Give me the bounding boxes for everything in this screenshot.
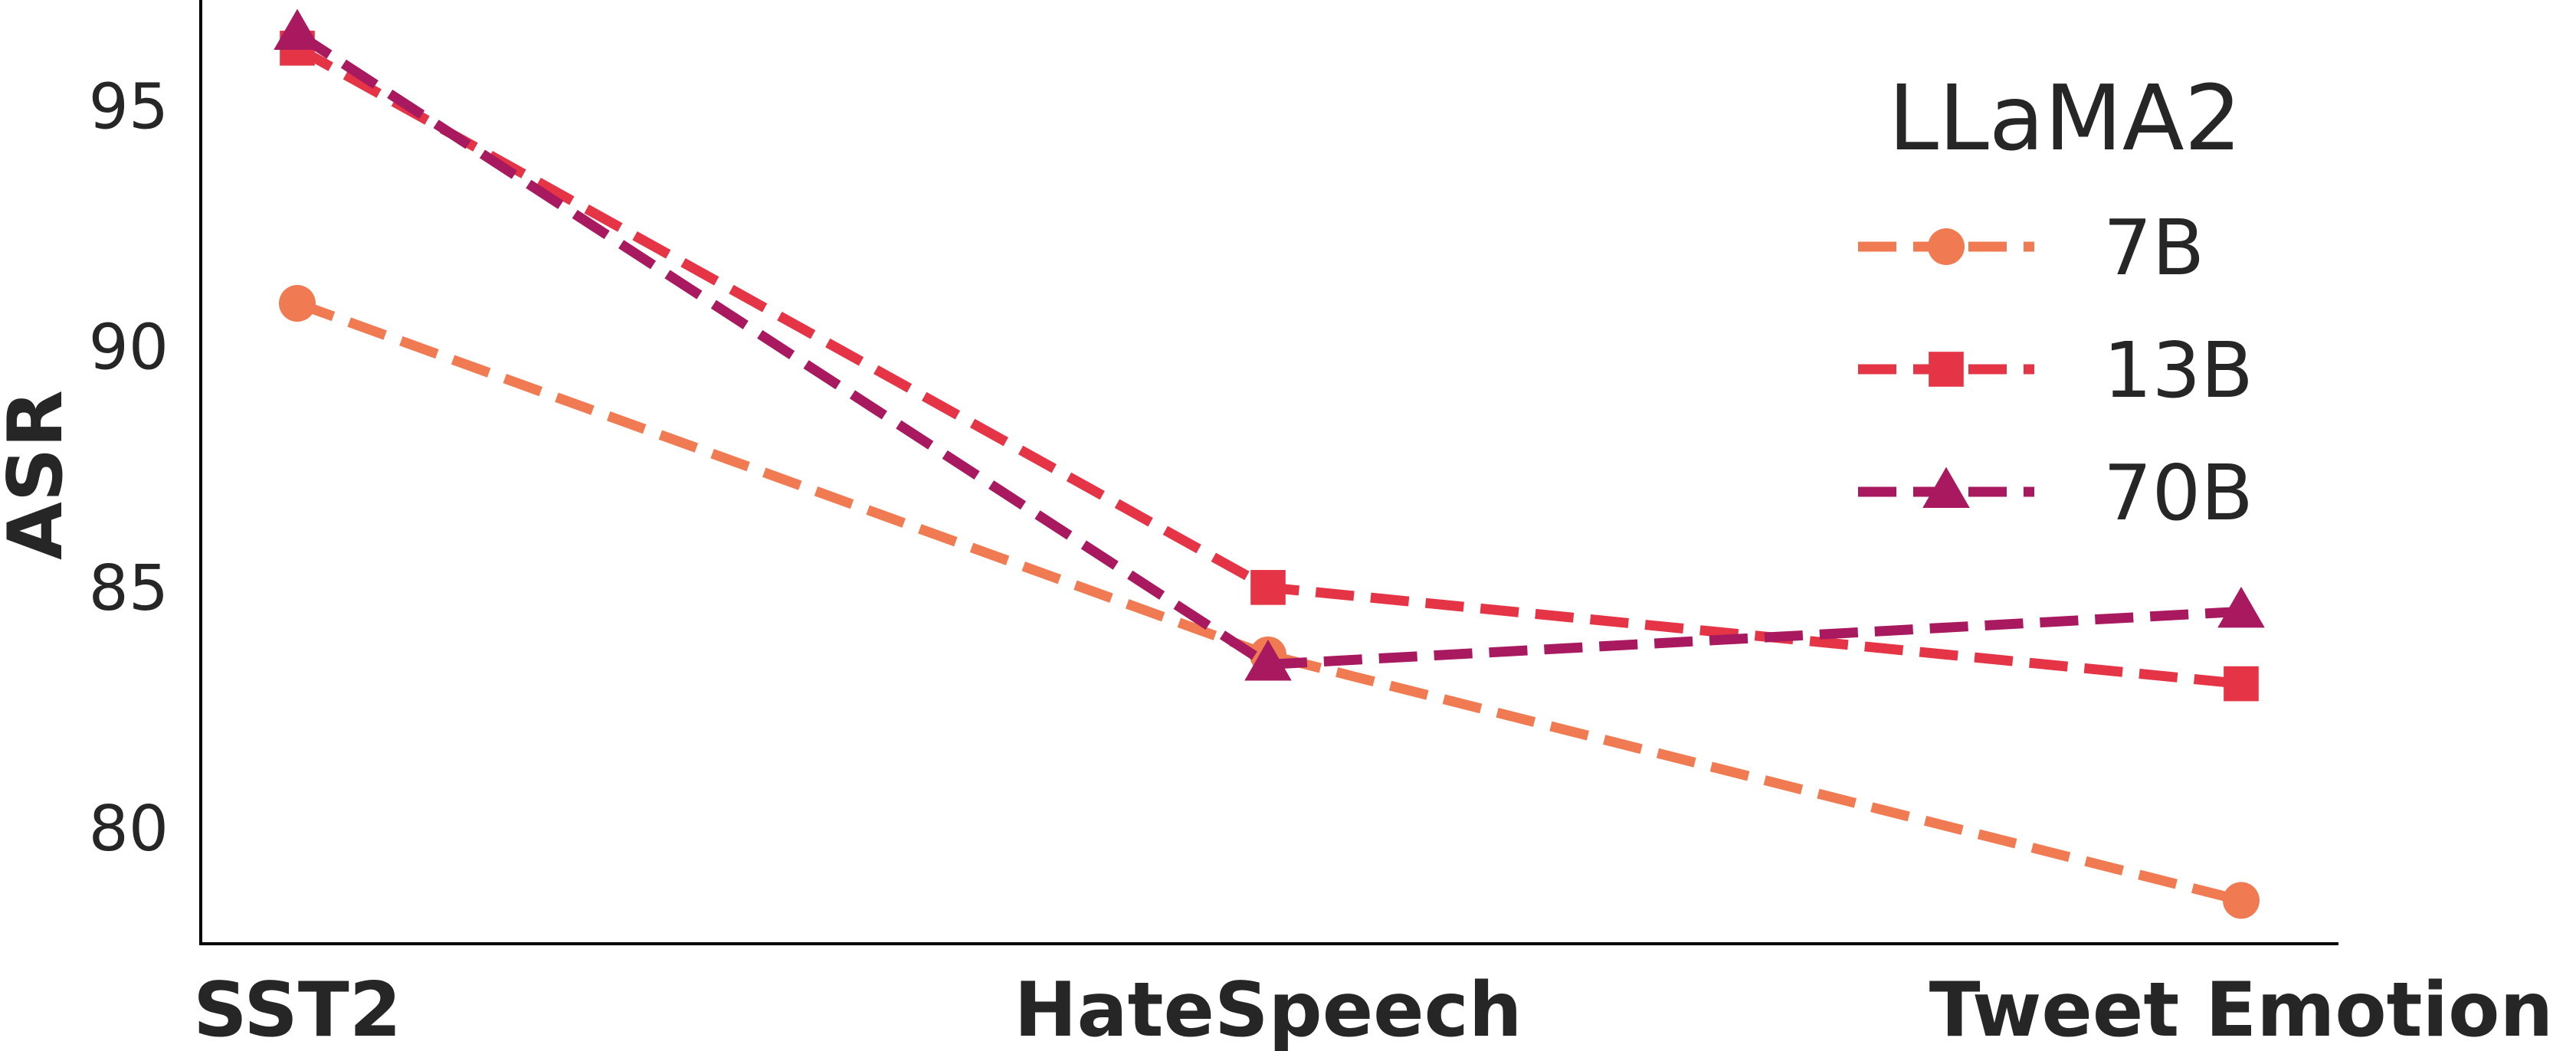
- legend-item: 7B: [1858, 203, 2204, 293]
- data-point: [2224, 666, 2259, 702]
- data-point: [2223, 882, 2260, 919]
- legend-label: 13B: [2103, 326, 2253, 415]
- plot-series: [274, 8, 2265, 919]
- legend: LLaMA2 7B 13B 70B: [1858, 65, 2253, 538]
- legend-marker: [1922, 467, 1970, 509]
- x-tick-label: HateSpeech: [1014, 967, 1522, 1051]
- legend-item: 13B: [1858, 326, 2253, 415]
- data-point: [1244, 640, 1292, 681]
- data-point: [279, 285, 316, 322]
- y-tick-label: 80: [89, 793, 169, 866]
- x-tick-label: Tweet Emotion: [1929, 967, 2553, 1051]
- y-axis-label: ASR: [0, 390, 80, 560]
- legend-marker: [1928, 228, 1965, 265]
- y-tick-label: 85: [89, 552, 169, 625]
- data-point: [2217, 586, 2265, 628]
- y-tick-label: 90: [89, 312, 169, 385]
- x-tick-label: SST2: [193, 967, 401, 1051]
- data-point: [274, 8, 321, 51]
- legend-marker: [1929, 352, 1964, 387]
- legend-title: LLaMA2: [1888, 65, 2241, 171]
- data-point: [1250, 570, 1286, 605]
- legend-label: 70B: [2103, 448, 2253, 538]
- legend-item: 70B: [1858, 448, 2253, 538]
- series-line: [295, 298, 2243, 905]
- y-axis: 80 85 90 95 ASR: [0, 0, 202, 944]
- x-axis: SST2 HateSpeech Tweet Emotion: [193, 942, 2553, 1051]
- series-70B: [274, 8, 2265, 681]
- y-tick-label: 95: [89, 70, 169, 143]
- legend-label: 7B: [2103, 203, 2204, 293]
- y-tick-labels: 80 85 90 95: [89, 70, 169, 866]
- x-tick-labels: SST2 HateSpeech Tweet Emotion: [193, 967, 2553, 1051]
